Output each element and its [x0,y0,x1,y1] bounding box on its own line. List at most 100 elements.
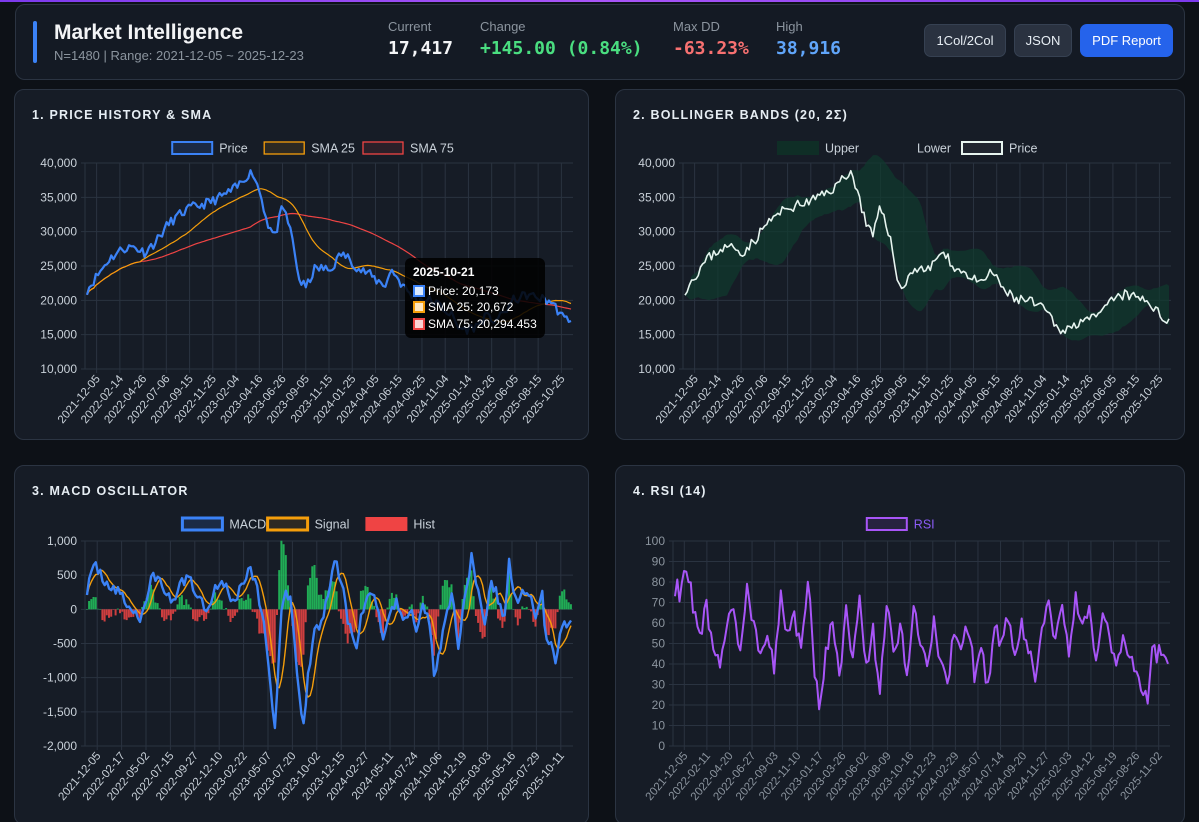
bollinger-chart[interactable]: 10,000 15,000 20,000 25,000 30,000 35,000 40,0… [616,90,1185,440]
histogram-bar [357,608,360,610]
pdf-report-button[interactable]: PDF Report [1080,24,1173,57]
histogram-bar [329,586,331,610]
histogram-bar [388,598,391,610]
histogram-bar [304,609,307,623]
y-tick-label: 40,000 [638,156,675,170]
histogram-bar [424,604,426,610]
y-tick-label: 1,000 [47,534,77,548]
histogram-bar [145,598,148,610]
legend-swatch-icon [171,141,214,155]
legend-swatch-icon [870,142,910,154]
histogram-bar [348,609,351,634]
y-tick-label: 25,000 [638,259,675,273]
y-tick-label: 40,000 [40,156,77,170]
histogram-bar [96,608,99,610]
histogram-bar [481,609,484,639]
histogram-bar [514,609,517,618]
y-tick-label: 35,000 [40,190,77,204]
histogram-bar [432,609,435,656]
histogram-bar [276,609,278,615]
histogram-bar [198,609,201,618]
histogram-bar [295,609,298,663]
json-export-button[interactable]: JSON [1014,24,1072,57]
histogram-bar [222,609,225,610]
stat-change-value: +145.00 (0.84%) [480,38,643,59]
histogram-bar [205,609,208,620]
histogram-bar [382,609,384,637]
rsi-chart[interactable]: 01020304050607080901002021-12-052022-02-… [616,466,1185,822]
histogram-bar [499,609,502,621]
histogram-bar [426,606,429,610]
macd-line [85,551,572,730]
histogram-bar [127,609,130,618]
histogram-bar [428,609,431,620]
histogram-bar [183,605,186,610]
histogram-bar [408,606,411,610]
histogram-bar [185,599,188,610]
histogram-bar [216,599,219,610]
histogram-bar [163,609,166,621]
histogram-bar [260,609,263,634]
histogram-bar [466,577,468,610]
histogram-bar [479,609,482,632]
stat-high-value: 38,916 [776,38,842,59]
histogram-bar [302,609,305,655]
histogram-bar [169,609,172,621]
histogram-bar [404,609,407,616]
legend-swatch-icon [362,141,404,155]
title-accent-bar [33,21,37,63]
histogram-bar [251,609,254,612]
histogram-bar [309,577,312,610]
y-tick-label: 60 [652,616,666,630]
histogram-bar [419,602,422,610]
y-tick-label: -500 [53,637,77,651]
histogram-bar [264,609,267,644]
histogram-bar [231,609,234,618]
stat-change-label: Change [480,19,526,34]
tooltip-price: Price: 20,173 [428,283,499,298]
stat-high-label: High [776,19,803,34]
y-tick-label: 100 [645,534,665,548]
panel-title: 3. MACD OSCILLATOR [32,484,189,498]
histogram-bar [322,599,325,610]
macd-chart[interactable]: -2,000-1,500-1,000-50005001,0002021-12-0… [15,466,589,822]
layout-toggle-button[interactable]: 1Col/2Col [924,24,1006,57]
histogram-bar [497,609,499,619]
chart-tooltip: 2025-10-21 Price: 20,173 SMA 25: 20,672 … [405,258,545,338]
legend-swatch-icon [266,516,310,532]
y-tick-label: 20,000 [40,293,77,307]
histogram-bar [108,609,110,618]
histogram-bar [172,609,175,614]
histogram-bar [474,609,477,616]
histogram-bar [413,609,415,616]
y-tick-label: 25,000 [40,259,77,273]
histogram-bar [457,609,460,643]
legend-label: Lower [917,142,951,156]
y-tick-label: 30 [652,678,666,692]
histogram-bar [512,609,515,610]
stat-current: Current 17,417 [388,19,453,59]
histogram-bar [121,609,124,612]
histogram-bar [441,585,444,610]
stat-high: High 38,916 [776,19,841,59]
histogram-bar [158,608,161,610]
y-tick-label: 20,000 [638,293,675,307]
histogram-bar [187,604,190,610]
histogram-bar [435,609,438,639]
stat-maxdd-value: -63.23% [673,38,749,59]
stat-maxdd: Max DD -63.23% [673,19,749,59]
histogram-bar [293,609,296,645]
panel-price-sma: 1. PRICE HISTORY & SMA 10,000 15,000 20,00… [14,89,589,440]
price-sma-chart[interactable]: 10,000 15,000 20,000 25,000 30,000 35,000 40,0… [15,90,589,440]
legend-label: Price [1009,142,1038,156]
histogram-bar [174,609,177,612]
histogram-bar [490,586,493,610]
histogram-bar [386,607,389,610]
histogram-bar [154,602,157,610]
histogram-bar [521,606,524,610]
histogram-bar [477,609,480,623]
histogram-bar [220,600,223,610]
stat-current-value: 17,417 [388,38,454,59]
histogram-bar [300,609,303,667]
histogram-bar [539,604,541,610]
